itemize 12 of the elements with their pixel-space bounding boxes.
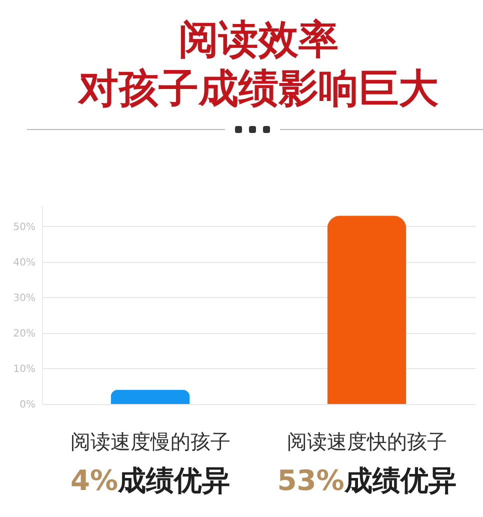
chart-title: 阅读效率: [178, 17, 338, 63]
data-label: 4%成绩优异: [70, 464, 230, 497]
x-tick-label: 阅读速度快的孩子: [286, 430, 447, 454]
y-tick-label: 50%: [13, 222, 36, 233]
y-tick-label: 40%: [13, 257, 36, 268]
data-label: 53%成绩优异: [277, 464, 456, 497]
x-tick-label: 阅读速度慢的孩子: [70, 430, 230, 454]
y-tick-label: 10%: [13, 364, 36, 375]
chart-subtitle: 对孩子成绩影响巨大: [76, 66, 438, 112]
y-tick-label: 0%: [20, 400, 36, 410]
y-tick-label: 30%: [13, 292, 36, 304]
y-tick-label: 20%: [13, 328, 36, 340]
